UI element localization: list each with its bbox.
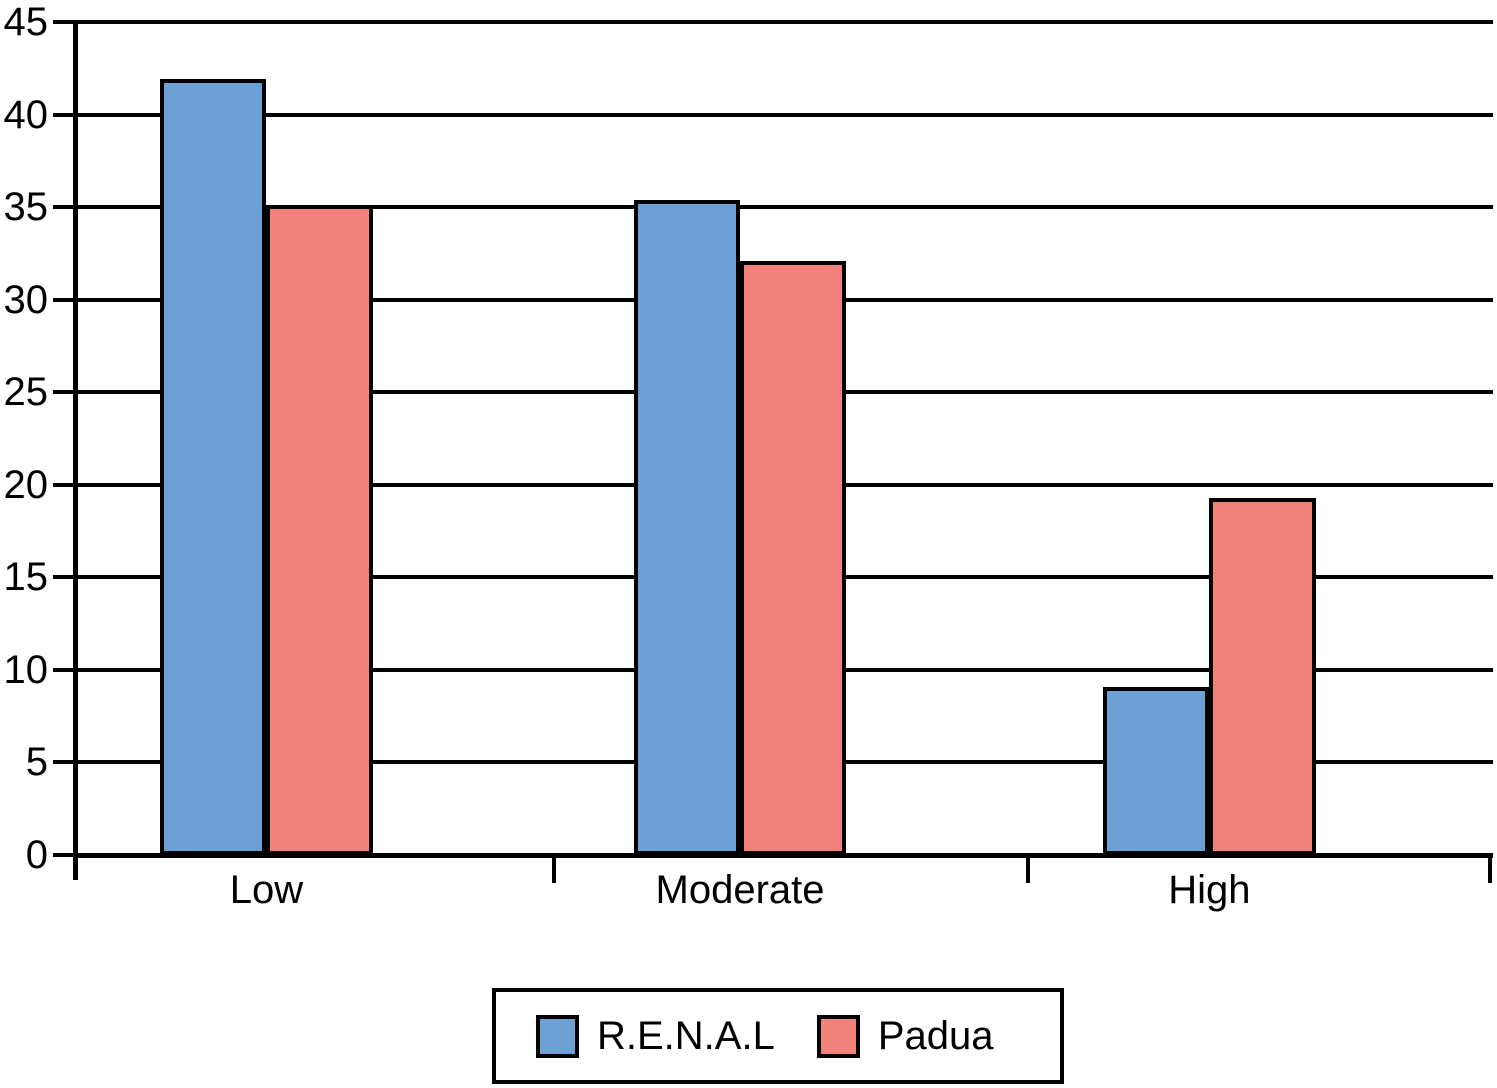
gridline-45	[53, 20, 1493, 24]
ytick-label-10: 10	[3, 647, 49, 692]
ytick-label-0: 0	[25, 833, 48, 877]
xcat-label-moderate: Moderate	[655, 868, 825, 912]
legend-label-renal: R.E.N.A.L	[597, 1014, 775, 1058]
bar-padua-high	[1209, 498, 1316, 855]
ytick-label-30: 30	[3, 277, 49, 322]
bar-r-e-n-a-l-moderate	[633, 200, 741, 855]
x-axis-line	[75, 853, 1493, 858]
ytick-label-25: 25	[3, 370, 49, 415]
legend-swatch-padua	[816, 1014, 860, 1058]
ytick-label-35: 35	[3, 185, 49, 230]
bar-padua-low	[266, 205, 373, 855]
x-axis-tick-1	[552, 855, 557, 883]
bar-r-e-n-a-l-high	[1103, 687, 1210, 855]
bar-padua-moderate	[740, 261, 847, 855]
gridline-35	[53, 205, 1493, 210]
x-axis-tick-3	[1488, 855, 1493, 883]
plot-area	[53, 20, 1493, 883]
gridline-40	[53, 112, 1493, 117]
legend-label-padua: Padua	[877, 1014, 994, 1058]
ytick-label-15: 15	[3, 555, 49, 600]
ytick-label-40: 40	[3, 92, 49, 137]
y-axis-line	[73, 20, 78, 880]
legend-item-padua: Padua	[816, 1014, 994, 1058]
legend: R.E.N.A.L Padua	[492, 988, 1064, 1084]
legend-item-renal: R.E.N.A.L	[536, 1014, 775, 1058]
ytick-label-20: 20	[3, 462, 49, 507]
legend-swatch-renal	[536, 1014, 579, 1058]
ytick-label-5: 5	[25, 740, 48, 785]
xcat-label-high: High	[1168, 868, 1251, 912]
x-axis-tick-2	[1025, 855, 1030, 883]
ytick-label-45: 45	[3, 0, 49, 44]
xcat-label-low: Low	[229, 868, 304, 912]
bar-r-e-n-a-l-low	[160, 79, 267, 855]
